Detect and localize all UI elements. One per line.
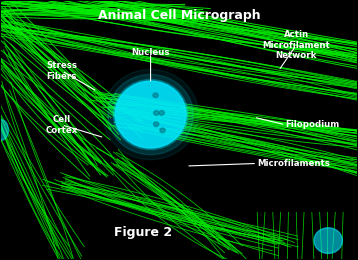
Ellipse shape: [160, 128, 165, 133]
Ellipse shape: [153, 93, 158, 98]
Text: Actin
Microfilament
Network: Actin Microfilament Network: [262, 30, 330, 60]
Text: Figure 2: Figure 2: [115, 226, 173, 239]
Ellipse shape: [159, 110, 164, 115]
Ellipse shape: [108, 74, 193, 155]
Ellipse shape: [154, 111, 159, 115]
Text: Filopodium: Filopodium: [286, 120, 340, 129]
Ellipse shape: [0, 120, 9, 140]
Text: Microfilaments: Microfilaments: [257, 159, 330, 168]
Text: Cell
Cortex: Cell Cortex: [45, 115, 78, 135]
Text: Animal Cell Micrograph: Animal Cell Micrograph: [98, 9, 260, 22]
Ellipse shape: [154, 122, 159, 127]
Ellipse shape: [314, 228, 342, 254]
Text: Nucleus: Nucleus: [131, 48, 170, 57]
Ellipse shape: [115, 81, 186, 148]
Ellipse shape: [103, 69, 199, 160]
Ellipse shape: [113, 80, 188, 150]
Text: Stress
Fibers: Stress Fibers: [46, 61, 77, 81]
